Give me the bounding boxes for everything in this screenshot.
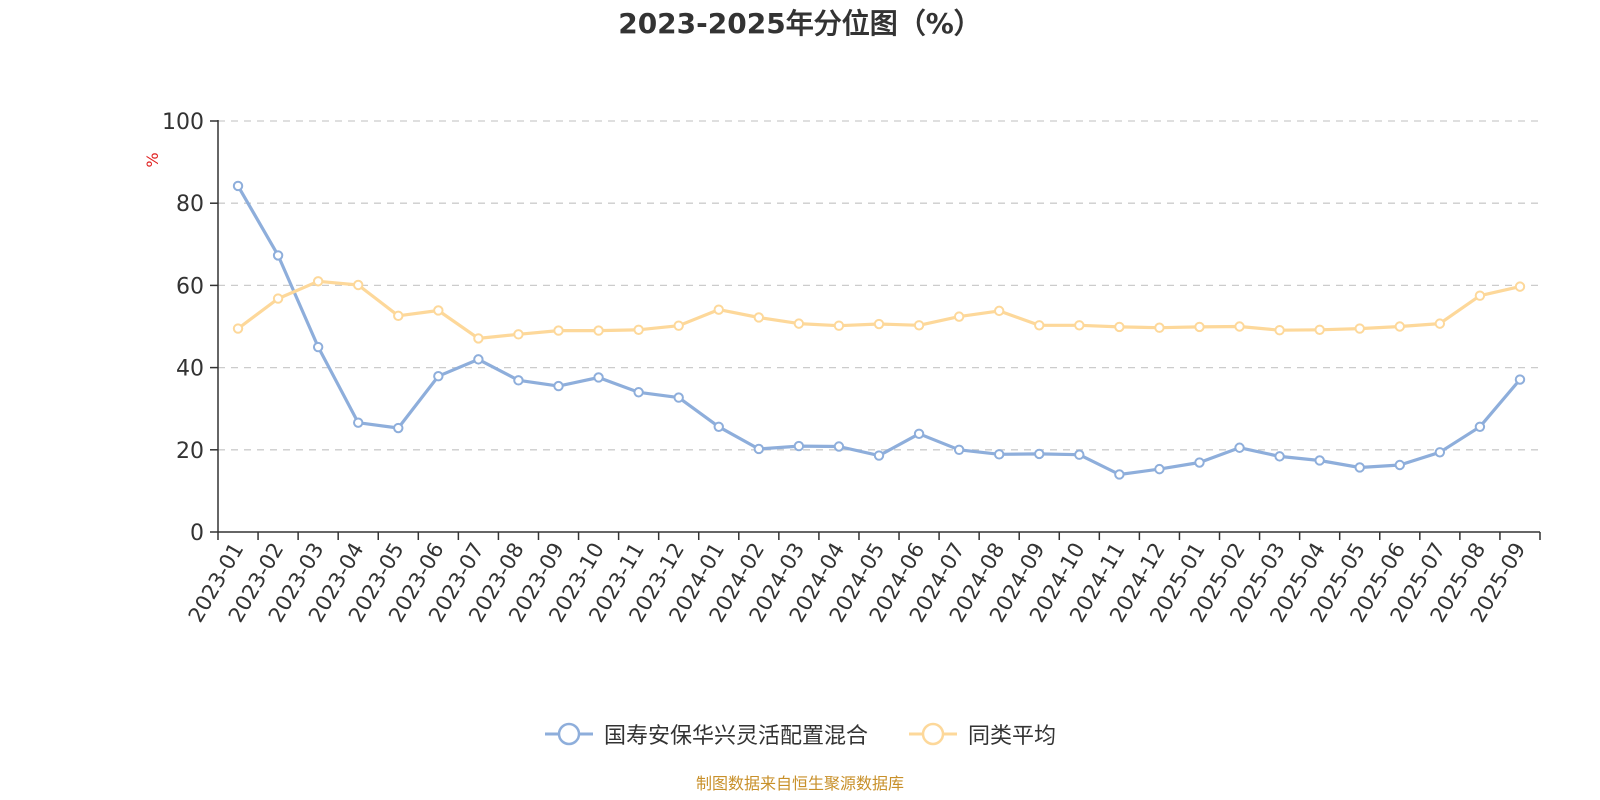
data-point <box>1514 374 1526 385</box>
data-point <box>1314 324 1325 335</box>
data-point <box>673 392 684 403</box>
legend-marker-icon <box>909 722 957 746</box>
data-point <box>1234 321 1245 332</box>
data-point <box>353 417 364 428</box>
data-point <box>913 428 925 439</box>
data-point <box>353 279 364 291</box>
legend-marker-icon <box>544 722 593 746</box>
grid-lines <box>218 120 1540 451</box>
series-1 <box>232 180 1526 480</box>
data-point <box>1314 455 1325 466</box>
data-point <box>553 380 564 392</box>
data-point <box>433 371 444 382</box>
data-point <box>1154 463 1165 475</box>
data-point <box>913 320 925 331</box>
y-tick-label: 40 <box>176 357 204 382</box>
y-tick-label: 20 <box>176 439 204 464</box>
series-lines <box>232 180 1526 480</box>
data-point <box>953 311 965 322</box>
data-point <box>1234 442 1245 453</box>
data-point <box>312 341 324 353</box>
data-point <box>673 320 684 331</box>
data-point <box>753 443 765 455</box>
data-point <box>793 318 805 329</box>
data-point <box>713 421 724 432</box>
data-point <box>272 250 284 261</box>
data-point <box>1194 457 1205 468</box>
data-point <box>312 276 324 287</box>
data-point <box>393 422 404 434</box>
data-point <box>1434 318 1446 329</box>
data-point <box>833 441 845 452</box>
data-point <box>713 304 724 315</box>
data-point <box>1154 322 1165 333</box>
data-point <box>993 305 1005 317</box>
data-point <box>473 354 484 365</box>
legend-label: 同类平均 <box>968 724 1057 749</box>
y-axis-label: % <box>143 152 162 167</box>
data-point <box>833 320 845 331</box>
legend-item[interactable]: 同类平均 <box>908 718 1056 750</box>
legend-marker-circle <box>921 722 945 746</box>
data-point <box>272 293 284 304</box>
y-tick-label: 100 <box>162 110 204 135</box>
axes: 0204060801002023-012023-022023-032023-04… <box>162 110 1541 626</box>
data-point <box>593 372 604 383</box>
data-point <box>1274 451 1285 462</box>
data-point <box>1074 320 1085 331</box>
data-point <box>873 450 885 461</box>
data-point <box>393 310 404 322</box>
data-point <box>993 449 1005 460</box>
data-point <box>953 444 965 455</box>
data-point <box>873 318 885 330</box>
data-point <box>1394 321 1405 332</box>
data-point <box>1434 447 1446 458</box>
legend: 国寿安保华兴灵活配置混合 同类平均 <box>0 718 1600 750</box>
data-point <box>232 323 244 334</box>
data-point <box>1114 469 1125 480</box>
data-point <box>513 329 524 340</box>
data-point <box>433 305 444 316</box>
data-point <box>593 325 604 336</box>
data-point <box>1194 321 1205 333</box>
data-point <box>1274 324 1285 336</box>
data-point <box>1034 448 1045 460</box>
legend-label: 国寿安保华兴灵活配置混合 <box>603 724 868 749</box>
data-point <box>553 325 564 336</box>
data-point <box>1474 421 1486 432</box>
data-point <box>513 375 524 386</box>
chart-title: 2023-2025年分位图（%） <box>618 7 982 40</box>
data-point <box>1114 321 1125 333</box>
data-point <box>1474 290 1486 301</box>
data-point <box>753 312 765 323</box>
data-point <box>473 333 484 344</box>
data-point <box>793 440 805 452</box>
data-point <box>1354 323 1365 334</box>
y-tick-label: 0 <box>190 521 204 546</box>
data-point <box>1514 281 1526 292</box>
data-point <box>1034 320 1045 331</box>
data-point <box>1394 459 1405 471</box>
y-tick-label: 80 <box>176 192 204 217</box>
data-point <box>1074 449 1085 460</box>
legend-marker-circle <box>557 722 581 746</box>
data-point <box>633 324 644 335</box>
y-tick-label: 60 <box>176 274 204 299</box>
source-note: 制图数据来自恒生聚源数据库 <box>695 774 904 793</box>
data-point <box>232 180 244 192</box>
data-point <box>633 387 644 398</box>
legend-item[interactable]: 国寿安保华兴灵活配置混合 <box>544 718 868 750</box>
series-line <box>236 279 1522 340</box>
data-point <box>1354 462 1365 473</box>
series-2 <box>232 276 1526 344</box>
